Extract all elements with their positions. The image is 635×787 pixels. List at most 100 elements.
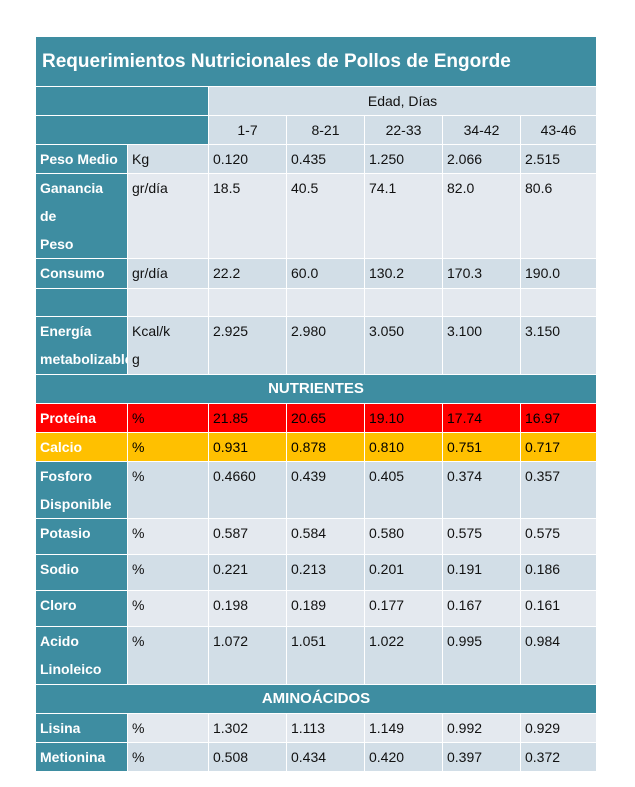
amino-header: AMINOÁCIDOS [36, 685, 598, 714]
row-label-line: Peso [40, 236, 74, 252]
cell: 0.191 [443, 555, 521, 591]
cell: 0.189 [287, 591, 365, 627]
cell [287, 289, 365, 317]
row-unit: Kg [128, 145, 209, 174]
cell: 0.587 [209, 519, 287, 555]
cell: 0.717 [521, 433, 598, 462]
table-row: Ganancia de Peso gr/día 18.5 40.5 74.1 82… [36, 174, 598, 259]
age-range: 22-33 [365, 116, 443, 145]
cell: 1.022 [365, 627, 443, 685]
row-label: Lisina [36, 714, 128, 743]
cell: 0.167 [443, 591, 521, 627]
row-label: Fosforo Disponible [36, 462, 128, 519]
cell [365, 289, 443, 317]
age-range: 8-21 [287, 116, 365, 145]
nutrition-table: Requerimientos Nutricionales de Pollos d… [36, 37, 598, 772]
row-label: Potasio [36, 519, 128, 555]
table-row: Potasio % 0.587 0.584 0.580 0.575 0.575 [36, 519, 598, 555]
row-label: Calcio [36, 433, 128, 462]
cell: 0.995 [443, 627, 521, 685]
row-unit: Kcal/k g [128, 317, 209, 375]
cell: 1.250 [365, 145, 443, 174]
cell: 3.050 [365, 317, 443, 375]
cell: 0.221 [209, 555, 287, 591]
cell: 3.100 [443, 317, 521, 375]
cell: 0.751 [443, 433, 521, 462]
cell: 20.65 [287, 404, 365, 433]
row-unit: % [128, 462, 209, 519]
table-row: Proteína % 21.85 20.65 19.10 17.74 16.97 [36, 404, 598, 433]
row-label: Acido Linoleico [36, 627, 128, 685]
cell: 0.508 [209, 743, 287, 772]
row-unit: % [128, 433, 209, 462]
cell: 2.925 [209, 317, 287, 375]
cell: 1.051 [287, 627, 365, 685]
row-label: Energía metabolizable [36, 317, 128, 375]
cell: 17.74 [443, 404, 521, 433]
row-unit: % [128, 714, 209, 743]
header-blank [36, 87, 209, 116]
row-label: Peso Medio [36, 145, 128, 174]
cell: 1.149 [365, 714, 443, 743]
table-row-empty [36, 289, 598, 317]
cell: 80.6 [521, 174, 598, 259]
cell [443, 289, 521, 317]
cell: 40.5 [287, 174, 365, 259]
cell: 0.120 [209, 145, 287, 174]
cell: 74.1 [365, 174, 443, 259]
cell: 60.0 [287, 259, 365, 289]
row-unit [128, 289, 209, 317]
cell: 18.5 [209, 174, 287, 259]
cell: 2.066 [443, 145, 521, 174]
cell [209, 289, 287, 317]
row-label-line: Acido [40, 633, 79, 649]
cell: 1.302 [209, 714, 287, 743]
row-label-line: Disponible [40, 496, 112, 512]
cell: 2.515 [521, 145, 598, 174]
cell: 170.3 [443, 259, 521, 289]
row-unit: % [128, 743, 209, 772]
table-row: Sodio % 0.221 0.213 0.201 0.191 0.186 [36, 555, 598, 591]
cell: 2.980 [287, 317, 365, 375]
row-label: Cloro [36, 591, 128, 627]
cell: 0.420 [365, 743, 443, 772]
table-row: Fosforo Disponible % 0.4660 0.439 0.405 0… [36, 462, 598, 519]
cell: 21.85 [209, 404, 287, 433]
row-label: Metionina [36, 743, 128, 772]
row-label-line: metabolizable [40, 351, 128, 367]
cell: 0.4660 [209, 462, 287, 519]
cell: 0.372 [521, 743, 598, 772]
row-unit: % [128, 591, 209, 627]
header-blank [36, 116, 209, 145]
cell: 0.374 [443, 462, 521, 519]
row-unit: % [128, 404, 209, 433]
row-unit-line: Kcal/k [132, 323, 171, 339]
age-header: Edad, Días [209, 87, 598, 116]
row-unit: % [128, 555, 209, 591]
row-unit-line: g [132, 351, 140, 367]
table-row: Peso Medio Kg 0.120 0.435 1.250 2.066 2.… [36, 145, 598, 174]
cell: 0.161 [521, 591, 598, 627]
cell: 0.397 [443, 743, 521, 772]
row-label: Consumo [36, 259, 128, 289]
cell: 3.150 [521, 317, 598, 375]
cell: 82.0 [443, 174, 521, 259]
cell: 0.580 [365, 519, 443, 555]
table-row: Lisina % 1.302 1.113 1.149 0.992 0.929 [36, 714, 598, 743]
cell: 0.434 [287, 743, 365, 772]
cell: 0.357 [521, 462, 598, 519]
table-row: Consumo gr/día 22.2 60.0 130.2 170.3 190… [36, 259, 598, 289]
age-range: 1-7 [209, 116, 287, 145]
row-unit: % [128, 627, 209, 685]
table-row: Calcio % 0.931 0.878 0.810 0.751 0.717 [36, 433, 598, 462]
table-row: Metionina % 0.508 0.434 0.420 0.397 0.37… [36, 743, 598, 772]
cell: 0.584 [287, 519, 365, 555]
cell: 1.072 [209, 627, 287, 685]
row-label: Ganancia de Peso [36, 174, 128, 259]
cell: 0.201 [365, 555, 443, 591]
cell: 1.113 [287, 714, 365, 743]
cell: 0.929 [521, 714, 598, 743]
cell: 16.97 [521, 404, 598, 433]
row-unit: gr/día [128, 259, 209, 289]
row-label [36, 289, 128, 317]
